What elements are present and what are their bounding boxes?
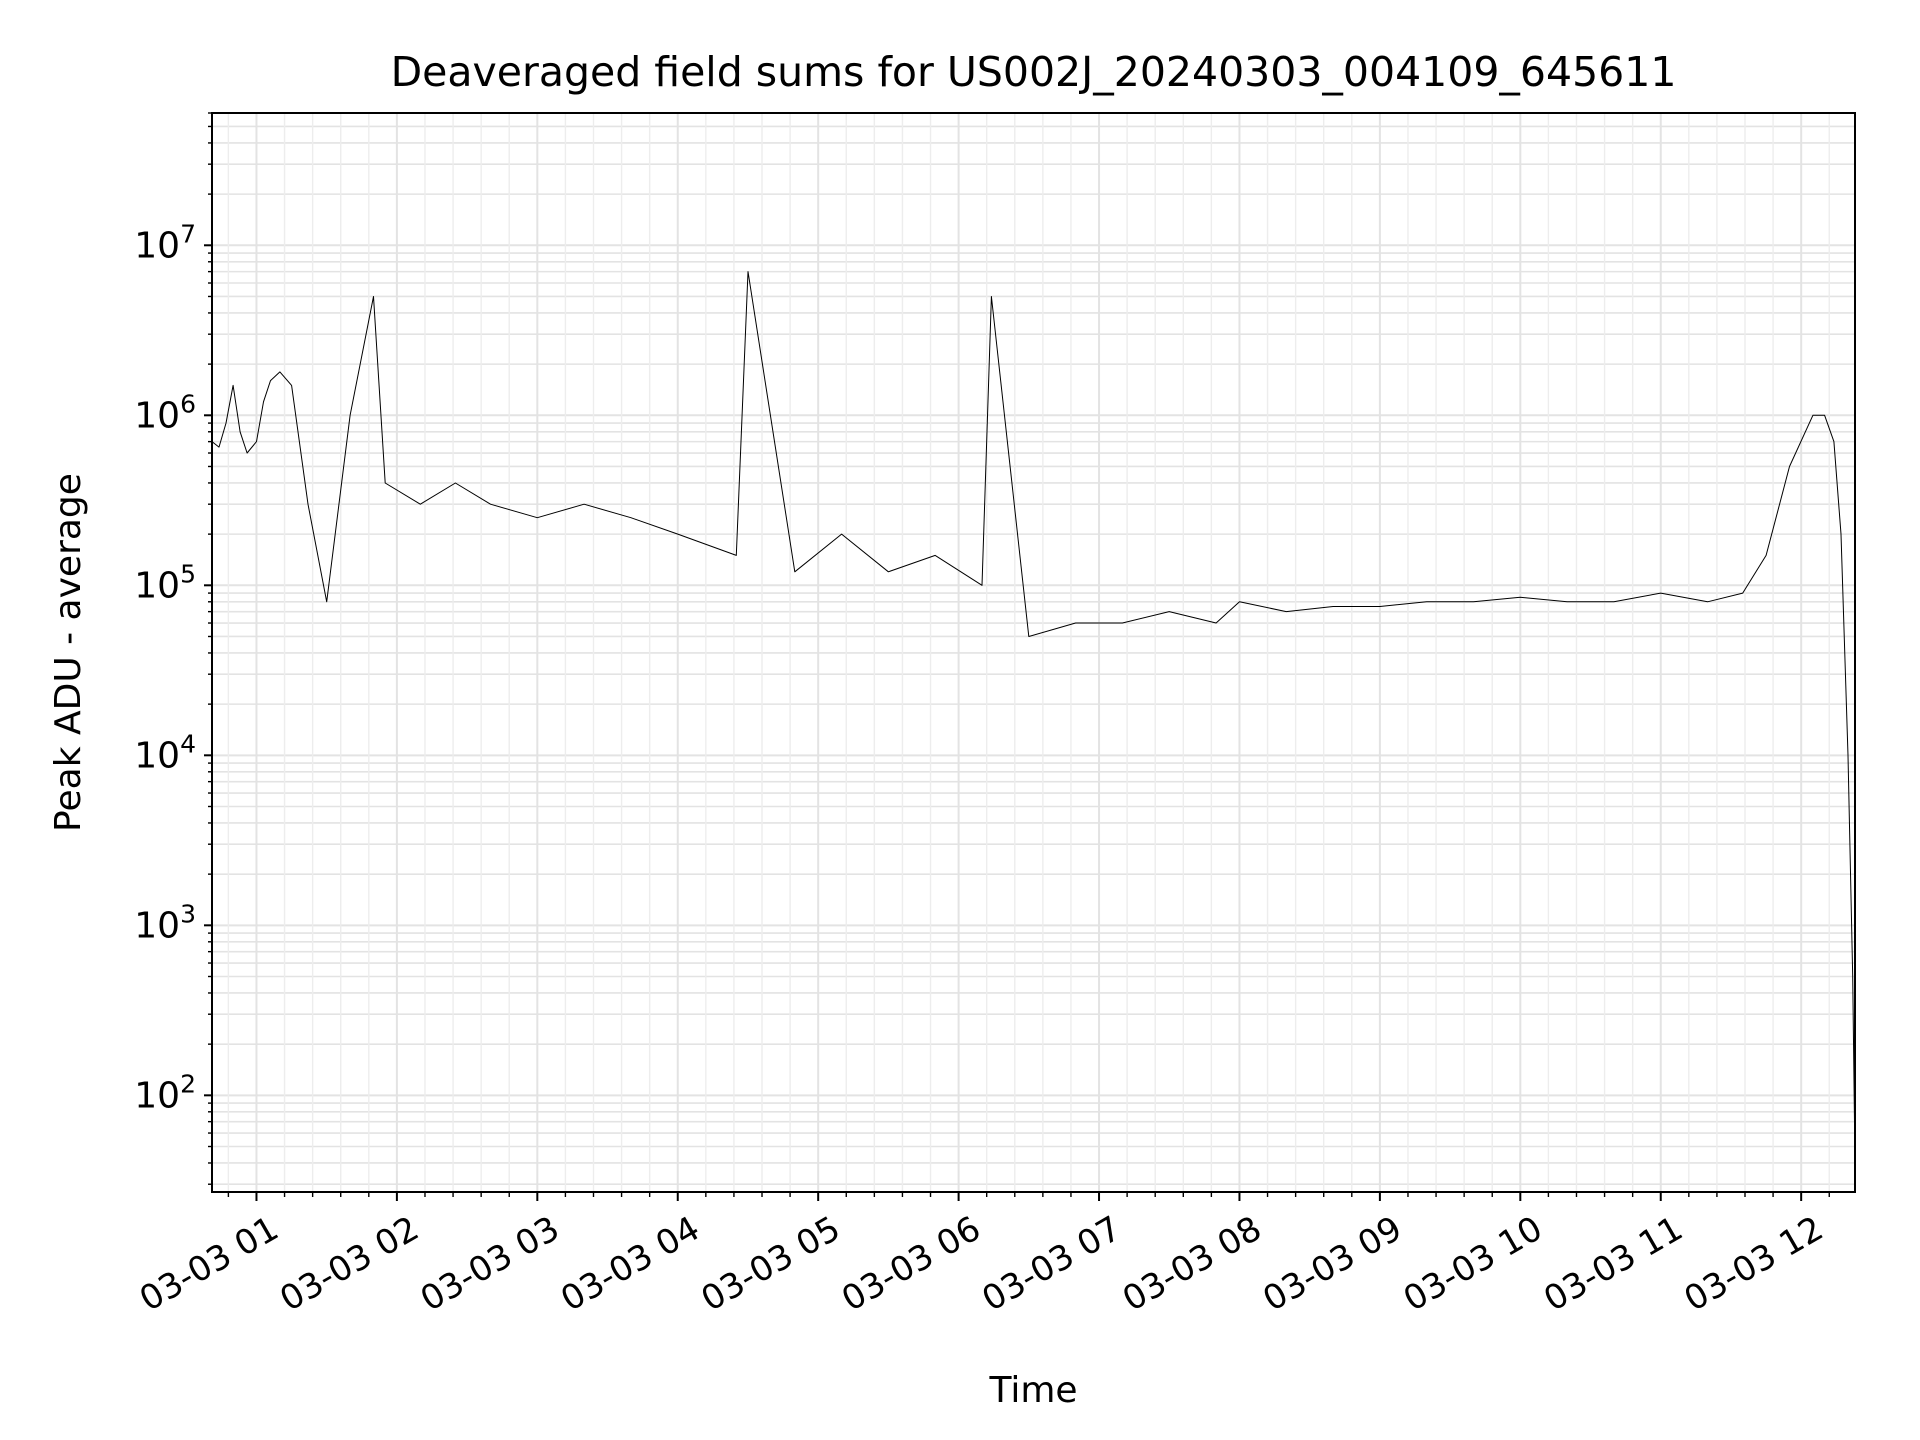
y-tick-label: 103 bbox=[134, 899, 196, 946]
x-tick-label: 03-03 02 bbox=[273, 1209, 425, 1320]
x-tick-label: 03-03 01 bbox=[133, 1209, 285, 1320]
x-tick-label: 03-03 06 bbox=[835, 1209, 987, 1320]
x-tick-label: 03-03 10 bbox=[1397, 1209, 1549, 1320]
y-tick-label: 102 bbox=[134, 1069, 196, 1116]
x-tick-label: 03-03 09 bbox=[1256, 1209, 1408, 1320]
x-tick-label: 03-03 07 bbox=[976, 1209, 1128, 1320]
y-axis-label: Peak ADU - average bbox=[48, 473, 89, 832]
x-tick-label: 03-03 04 bbox=[554, 1209, 706, 1320]
x-tick-label: 03-03 11 bbox=[1537, 1209, 1689, 1320]
y-tick-label: 105 bbox=[134, 559, 196, 606]
data-series bbox=[211, 271, 1856, 1164]
y-tick-label: 106 bbox=[134, 389, 196, 436]
chart-title: Deaveraged field sums for US002J_2024030… bbox=[391, 48, 1677, 96]
y-axis: 102 103 104 105 106 107 bbox=[134, 112, 212, 1185]
grid bbox=[212, 112, 1855, 1192]
x-tick-label: 03-03 03 bbox=[414, 1209, 566, 1320]
x-tick-label: 03-03 12 bbox=[1678, 1209, 1830, 1320]
y-tick-label: 104 bbox=[134, 729, 196, 776]
x-axis-label: Time bbox=[988, 1370, 1077, 1411]
x-tick-label: 03-03 08 bbox=[1116, 1209, 1268, 1320]
x-tick-label: 03-03 05 bbox=[695, 1209, 847, 1320]
y-tick-label: 107 bbox=[134, 219, 196, 266]
series-line bbox=[211, 271, 1856, 1164]
